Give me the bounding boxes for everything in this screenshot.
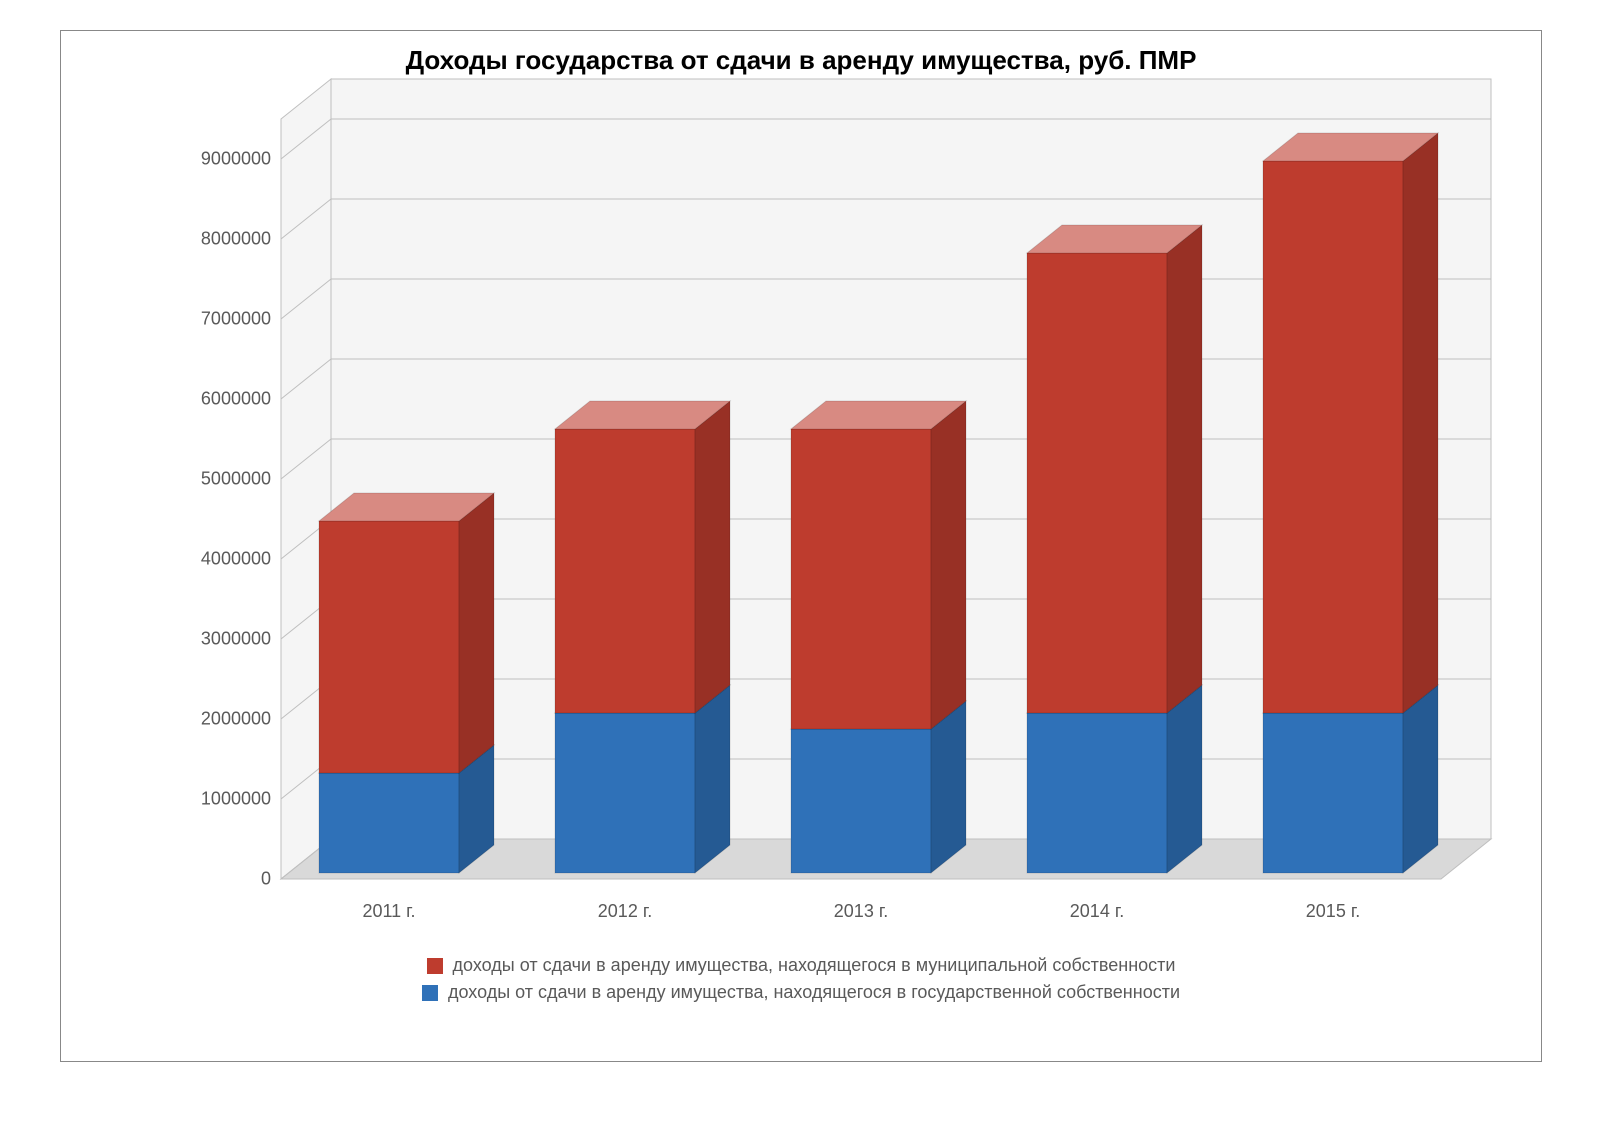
y-tick-label: 2000000 [151, 709, 271, 730]
legend-label: доходы от сдачи в аренду имущества, нахо… [448, 982, 1180, 1003]
chart-frame: Доходы государства от сдачи в аренду иму… [60, 30, 1542, 1062]
y-tick-label: 4000000 [151, 549, 271, 570]
y-tick-label: 8000000 [151, 229, 271, 250]
y-tick-label: 5000000 [151, 469, 271, 490]
y-tick-label: 3000000 [151, 629, 271, 650]
x-tick-label: 2015 г. [1306, 901, 1360, 922]
x-tick-label: 2014 г. [1070, 901, 1124, 922]
y-tick-label: 1000000 [151, 789, 271, 810]
y-tick-label: 0 [151, 869, 271, 890]
legend: доходы от сдачи в аренду имущества, нахо… [422, 949, 1180, 1009]
legend-item: доходы от сдачи в аренду имущества, нахо… [422, 955, 1180, 976]
y-tick-label: 9000000 [151, 149, 271, 170]
legend-swatch [422, 985, 438, 1001]
y-tick-label: 6000000 [151, 389, 271, 410]
y-tick-label: 7000000 [151, 309, 271, 330]
x-tick-label: 2012 г. [598, 901, 652, 922]
x-tick-label: 2013 г. [834, 901, 888, 922]
legend-swatch [427, 958, 443, 974]
x-tick-label: 2011 г. [362, 901, 415, 922]
legend-item: доходы от сдачи в аренду имущества, нахо… [422, 982, 1180, 1003]
legend-label: доходы от сдачи в аренду имущества, нахо… [453, 955, 1176, 976]
